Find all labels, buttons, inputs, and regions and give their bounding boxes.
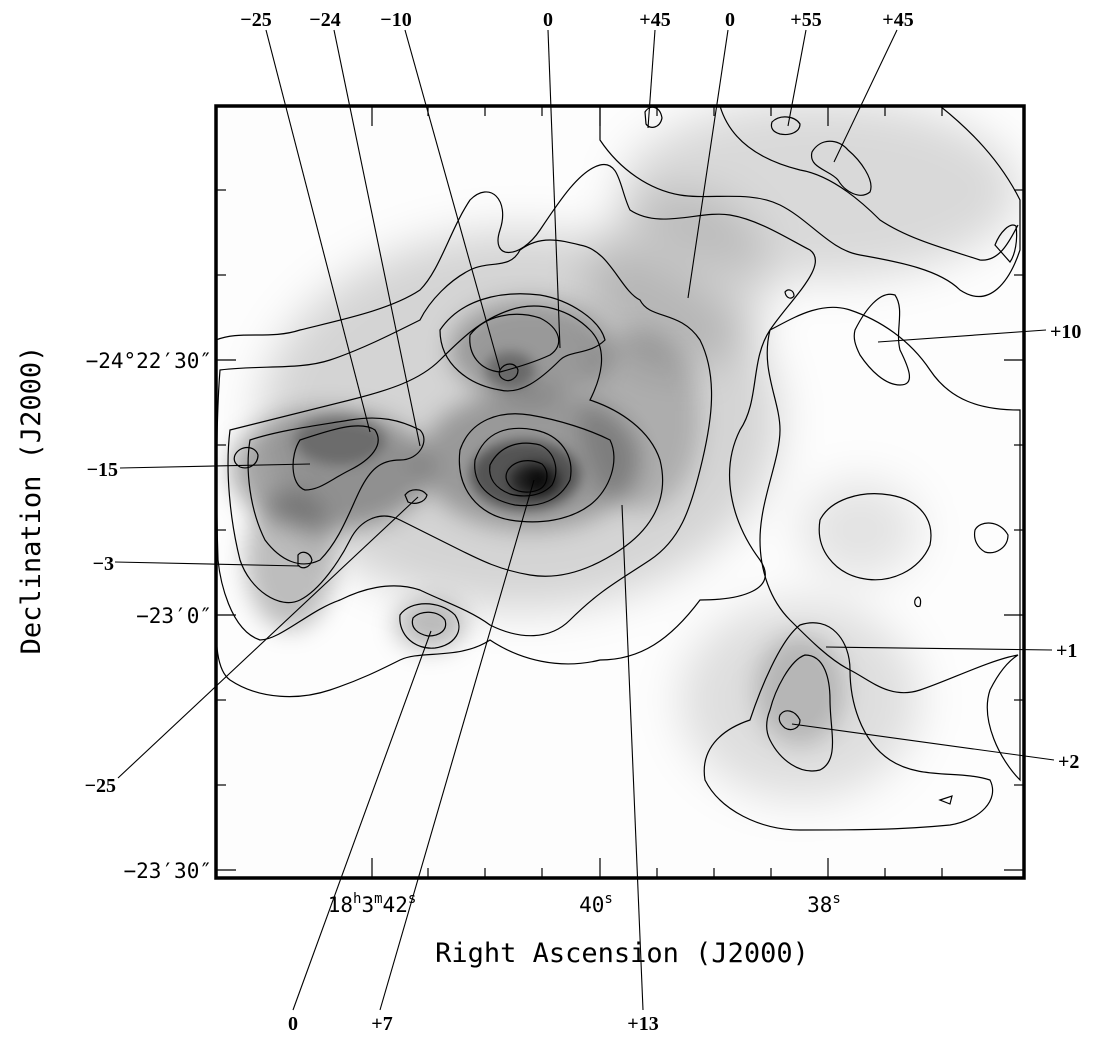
contour-upper-right: [599, 106, 1021, 297]
velocity-label: −25: [85, 775, 116, 797]
contour-upper-clump: [439, 293, 606, 392]
contour-small-left: [297, 551, 313, 569]
velocity-label: +13: [627, 1013, 658, 1035]
velocity-label: 0: [543, 9, 553, 31]
greyscale-emission-image: [216, 106, 1024, 878]
contour-level-3: [227, 305, 664, 604]
velocity-label: +1: [1056, 640, 1077, 662]
contour-plus10-region: [853, 293, 910, 386]
contour-core-4: [505, 460, 548, 493]
velocity-label: 0: [725, 9, 735, 31]
velocity-label: +2: [1058, 751, 1079, 773]
contour-lower-right-region: [703, 622, 994, 831]
contour-bottom-clump: [399, 603, 460, 649]
contour-left-blob: [233, 446, 259, 469]
contour-right-small: [973, 522, 1009, 554]
contour-right-band: [719, 106, 1019, 261]
velocity-label: −25: [240, 9, 271, 31]
plot-frame: [214, 104, 1026, 880]
velocity-leader-lines: [114, 29, 1055, 1011]
contour-upper-clump-2: [469, 313, 560, 373]
contour-right-mid: [759, 306, 1021, 782]
velocity-label: +7: [371, 1013, 392, 1035]
velocity-label: +55: [790, 9, 821, 31]
contour-plus55-knot: [770, 116, 801, 136]
y-tick-label: −23′0″: [136, 604, 212, 628]
contour-tiny-2: [914, 596, 922, 608]
x-axis-title: Right Ascension (J2000): [435, 938, 809, 969]
velocity-label: +45: [639, 9, 670, 31]
x-tick-label: 38s: [807, 891, 841, 917]
contour-tiny-3: [938, 795, 953, 805]
contour-tiny-1: [784, 289, 795, 299]
contour-level-4: [247, 417, 425, 565]
velocity-label: +45: [882, 9, 913, 31]
x-tick-label: 18x42h3m42s: [328, 891, 417, 917]
contour-right-oval: [818, 493, 932, 581]
velocity-label: −10: [380, 9, 411, 31]
contour-level-2: [216, 239, 713, 641]
velocity-label: +10: [1050, 321, 1081, 343]
x-tick-label: 40s: [579, 891, 613, 917]
contour-level-5: [292, 425, 379, 491]
contour-core-2: [474, 427, 572, 507]
contour-core-3: [489, 442, 557, 497]
velocity-labels: −25 −24 −10 0 +45 0 +55 +45 +10 +1 +2 −1…: [85, 9, 1082, 1035]
y-tick-label: −24°22′30″: [86, 349, 212, 373]
intensity-contours: [216, 106, 1021, 831]
velocity-label: −24: [309, 9, 340, 31]
contour-small-upper: [498, 363, 519, 382]
contour-edge-right: [994, 224, 1018, 263]
velocity-label: −15: [87, 459, 118, 481]
contour-lower-right-inner: [766, 654, 834, 772]
axis-ticks: [216, 106, 1024, 878]
contour-bottom-clump-2: [411, 611, 447, 637]
contour-plus2-knot: [778, 710, 801, 731]
contour-plus45-knot: [811, 140, 872, 196]
velocity-label: 0: [288, 1013, 298, 1035]
y-axis-title: Declination (J2000): [16, 346, 47, 655]
y-tick-label: −23′30″: [123, 859, 212, 883]
contour-core-outer: [458, 413, 615, 523]
velocity-label: −3: [93, 553, 114, 575]
